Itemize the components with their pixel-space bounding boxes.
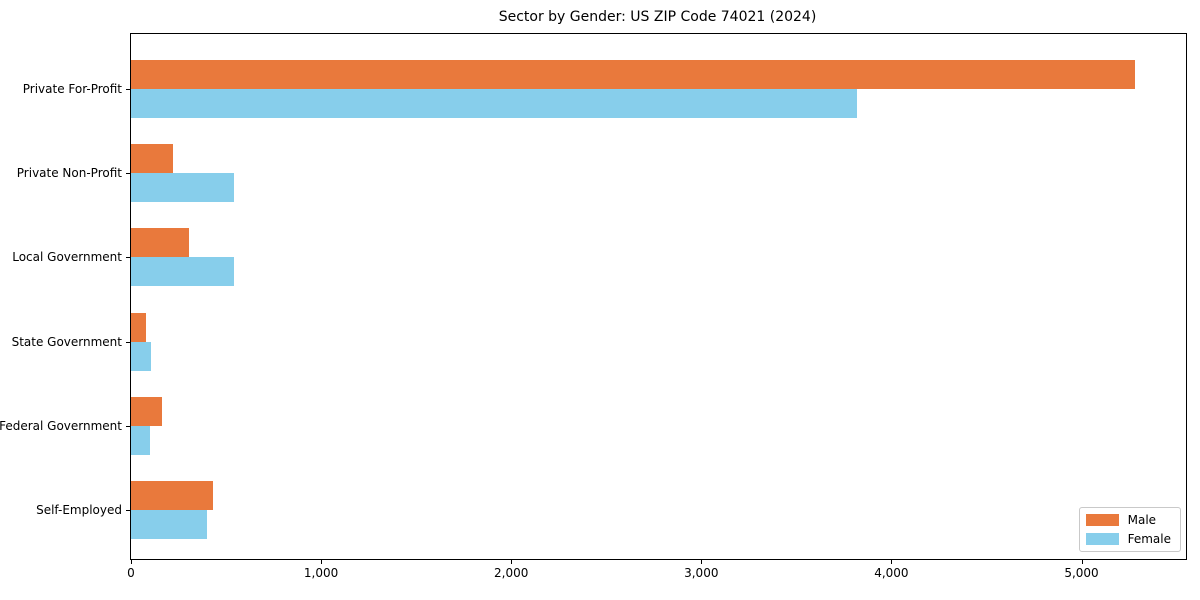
x-axis-tick-3 — [701, 559, 703, 564]
bar-male-3 — [131, 312, 147, 342]
plot-area: Male Female Private For-Profit Private No… — [0, 33, 1187, 580]
x-axis-tick-label-0: 0 — [127, 566, 135, 580]
y-axis-label-3: State Government — [11, 334, 122, 349]
y-axis-tick-4 — [126, 425, 131, 427]
x-axis-tick-2 — [511, 559, 513, 564]
bar-female-1 — [131, 173, 234, 203]
bar-male-0 — [131, 60, 1135, 89]
bar-male-5 — [131, 481, 213, 510]
bar-female-5 — [131, 510, 207, 539]
legend-label-female: Female — [1127, 532, 1171, 546]
x-axis-tick-label-5: 5,000 — [1064, 566, 1099, 580]
legend-label-male: Male — [1127, 513, 1157, 527]
y-axis-label-1: Private Non-Profit — [16, 166, 122, 181]
legend-swatch-male — [1085, 514, 1119, 526]
chart-title: Sector by Gender: US ZIP Code 74021 (202… — [498, 9, 817, 25]
y-axis-tick-1 — [126, 173, 131, 175]
y-axis-label-2: Local Government — [12, 250, 122, 265]
bar-female-0 — [131, 89, 858, 118]
x-axis-tick-label-4: 4,000 — [874, 566, 909, 580]
y-axis-tick-5 — [126, 510, 131, 511]
bar-female-4 — [131, 425, 150, 455]
x-axis-tick-1 — [321, 559, 323, 564]
y-axis-label-5: Self-Employed — [36, 503, 122, 517]
x-axis-tick-4 — [891, 559, 893, 564]
y-axis-tick-3 — [126, 341, 131, 343]
bar-male-1 — [131, 144, 173, 174]
x-axis-tick-5 — [1081, 559, 1083, 564]
y-axis-tick-2 — [126, 257, 131, 259]
x-axis-tick-label-1: 1,000 — [303, 566, 339, 580]
legend-swatch-female — [1085, 533, 1119, 545]
x-axis-tick-0 — [131, 559, 132, 564]
y-axis-tick-0 — [126, 89, 131, 90]
x-axis-tick-label-2: 2,000 — [494, 566, 529, 580]
legend: Male Female — [1078, 507, 1181, 552]
bar-male-4 — [131, 396, 163, 426]
y-axis-label-0: Private For-Profit — [22, 82, 122, 96]
legend-item-female: Female — [1085, 532, 1171, 546]
legend-item-male: Male — [1085, 513, 1171, 527]
x-axis-tick-label-3: 3,000 — [684, 566, 719, 580]
bar-female-2 — [131, 257, 234, 287]
bar-female-3 — [131, 341, 151, 371]
bar-male-2 — [131, 228, 189, 258]
y-axis-label-4: Federal Government — [0, 418, 122, 433]
